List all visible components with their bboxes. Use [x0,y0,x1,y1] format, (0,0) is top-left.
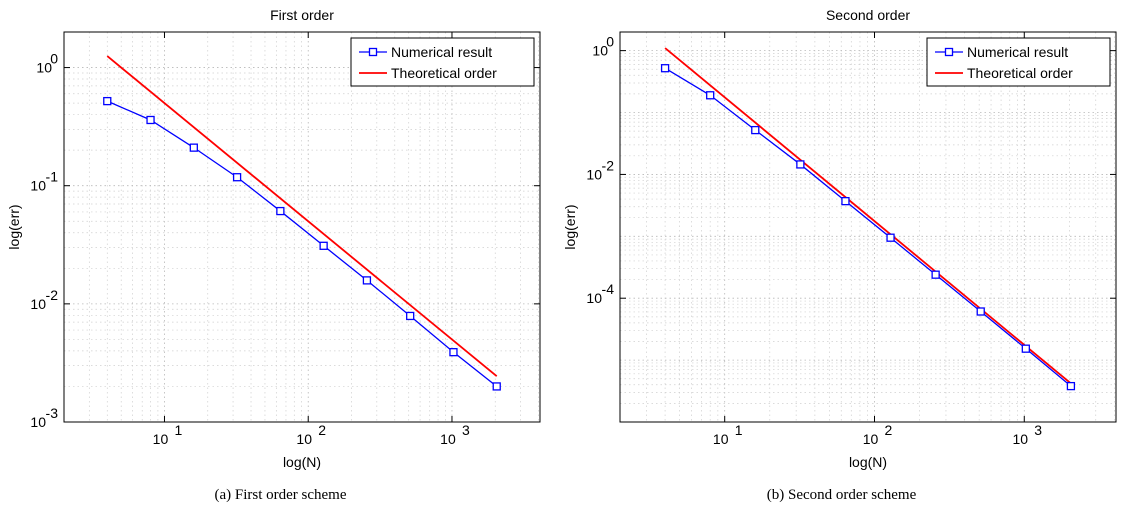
legend: Numerical result Theoretical order [350,37,535,87]
y-tick-label: 10 [586,290,602,306]
legend-box [350,37,535,87]
x-tick-label: 10 [713,431,729,447]
x-tick-exponent: 1 [735,422,743,438]
numerical-result-marker [1021,344,1030,353]
y-tick-exponent: -2 [602,157,615,173]
caption-first-order: (a) First order scheme [214,487,347,503]
numerical-result-marker [886,233,895,242]
y-tick-exponent: -4 [602,281,615,297]
legend-theoretical-label: Theoretical order [967,65,1073,81]
numerical-result-marker [492,382,501,391]
caption-second-order: (b) Second order scheme [766,487,917,503]
y-tick-label: 10 [30,178,46,194]
legend-numerical-label: Numerical result [391,44,492,60]
numerical-result-marker [976,307,985,316]
axis-frame [619,31,1117,423]
y-tick-label: 10 [586,166,602,182]
legend-box [926,37,1111,87]
numerical-result-marker [796,160,805,169]
legend-theoretical-label: Theoretical order [391,65,497,81]
legend: Numerical result Theoretical order [926,37,1111,87]
legend-numerical-label: Numerical result [967,44,1068,60]
y-tick-exponent: 0 [50,51,58,67]
x-tick-exponent: 1 [174,422,182,438]
chart-panel-second-order: 10 1 10 2 10 3 -4 10 -2 10 0 10 Second order log(N) lo… [561,0,1122,514]
chart-title: Second order [826,7,910,23]
numerical-result-marker [103,96,112,106]
numerical-result-marker [232,173,242,182]
theoretical-order-line [664,47,1072,385]
plot-background [64,32,540,422]
x-tick-label: 10 [296,431,312,447]
y-tick-exponent: -1 [46,169,59,185]
grid [63,31,540,423]
x-tick-exponent: 3 [462,422,470,438]
numerical-result-marker [1066,381,1076,391]
y-tick-label: 10 [36,60,52,76]
numerical-result-marker [931,270,940,279]
x-tick-label: 10 [153,431,169,447]
axis-frame [63,31,541,423]
legend-numerical-marker [368,47,378,57]
chart-title: First order [270,7,334,23]
x-tick-label: 10 [440,431,456,447]
numerical-result-marker [660,64,670,73]
x-tick-exponent: 3 [1034,422,1042,438]
numerical-result-marker [406,311,415,321]
numerical-result-marker [706,91,715,100]
numerical-result-line [107,100,498,387]
legend-numerical-marker [944,47,954,57]
numerical-result-marker [189,143,198,152]
y-axis-label: log(err) [562,204,578,249]
x-tick-label: 10 [863,431,879,447]
x-tick-exponent: 2 [318,422,326,438]
x-tick-exponent: 2 [884,422,892,438]
x-axis-label: log(N) [283,454,321,470]
chart-panel-first-order: 10 1 10 2 10 3 -3 10 -2 10 -1 10 0 10 First order log(N… [6,7,541,503]
y-axis-label: log(err) [6,204,22,249]
numerical-result-marker [449,348,458,357]
y-tick-label: 10 [30,414,46,430]
y-tick-exponent: -2 [46,287,59,303]
theoretical-order-line [106,55,498,377]
y-tick-label: 10 [30,296,46,312]
numerical-result-marker [276,206,285,216]
numerical-result-marker [751,125,760,135]
numerical-result-marker [319,241,328,250]
numerical-result-marker [146,115,155,125]
numerical-result-line [664,67,1072,387]
plot-background [620,32,1116,422]
numerical-result-marker [841,196,850,206]
numerical-result-marker [362,276,372,285]
x-tick-label: 10 [1012,431,1028,447]
y-tick-exponent: -3 [46,405,59,421]
x-axis-label: log(N) [849,454,887,470]
y-tick-label: 10 [592,43,608,59]
y-tick-exponent: 0 [606,34,614,50]
